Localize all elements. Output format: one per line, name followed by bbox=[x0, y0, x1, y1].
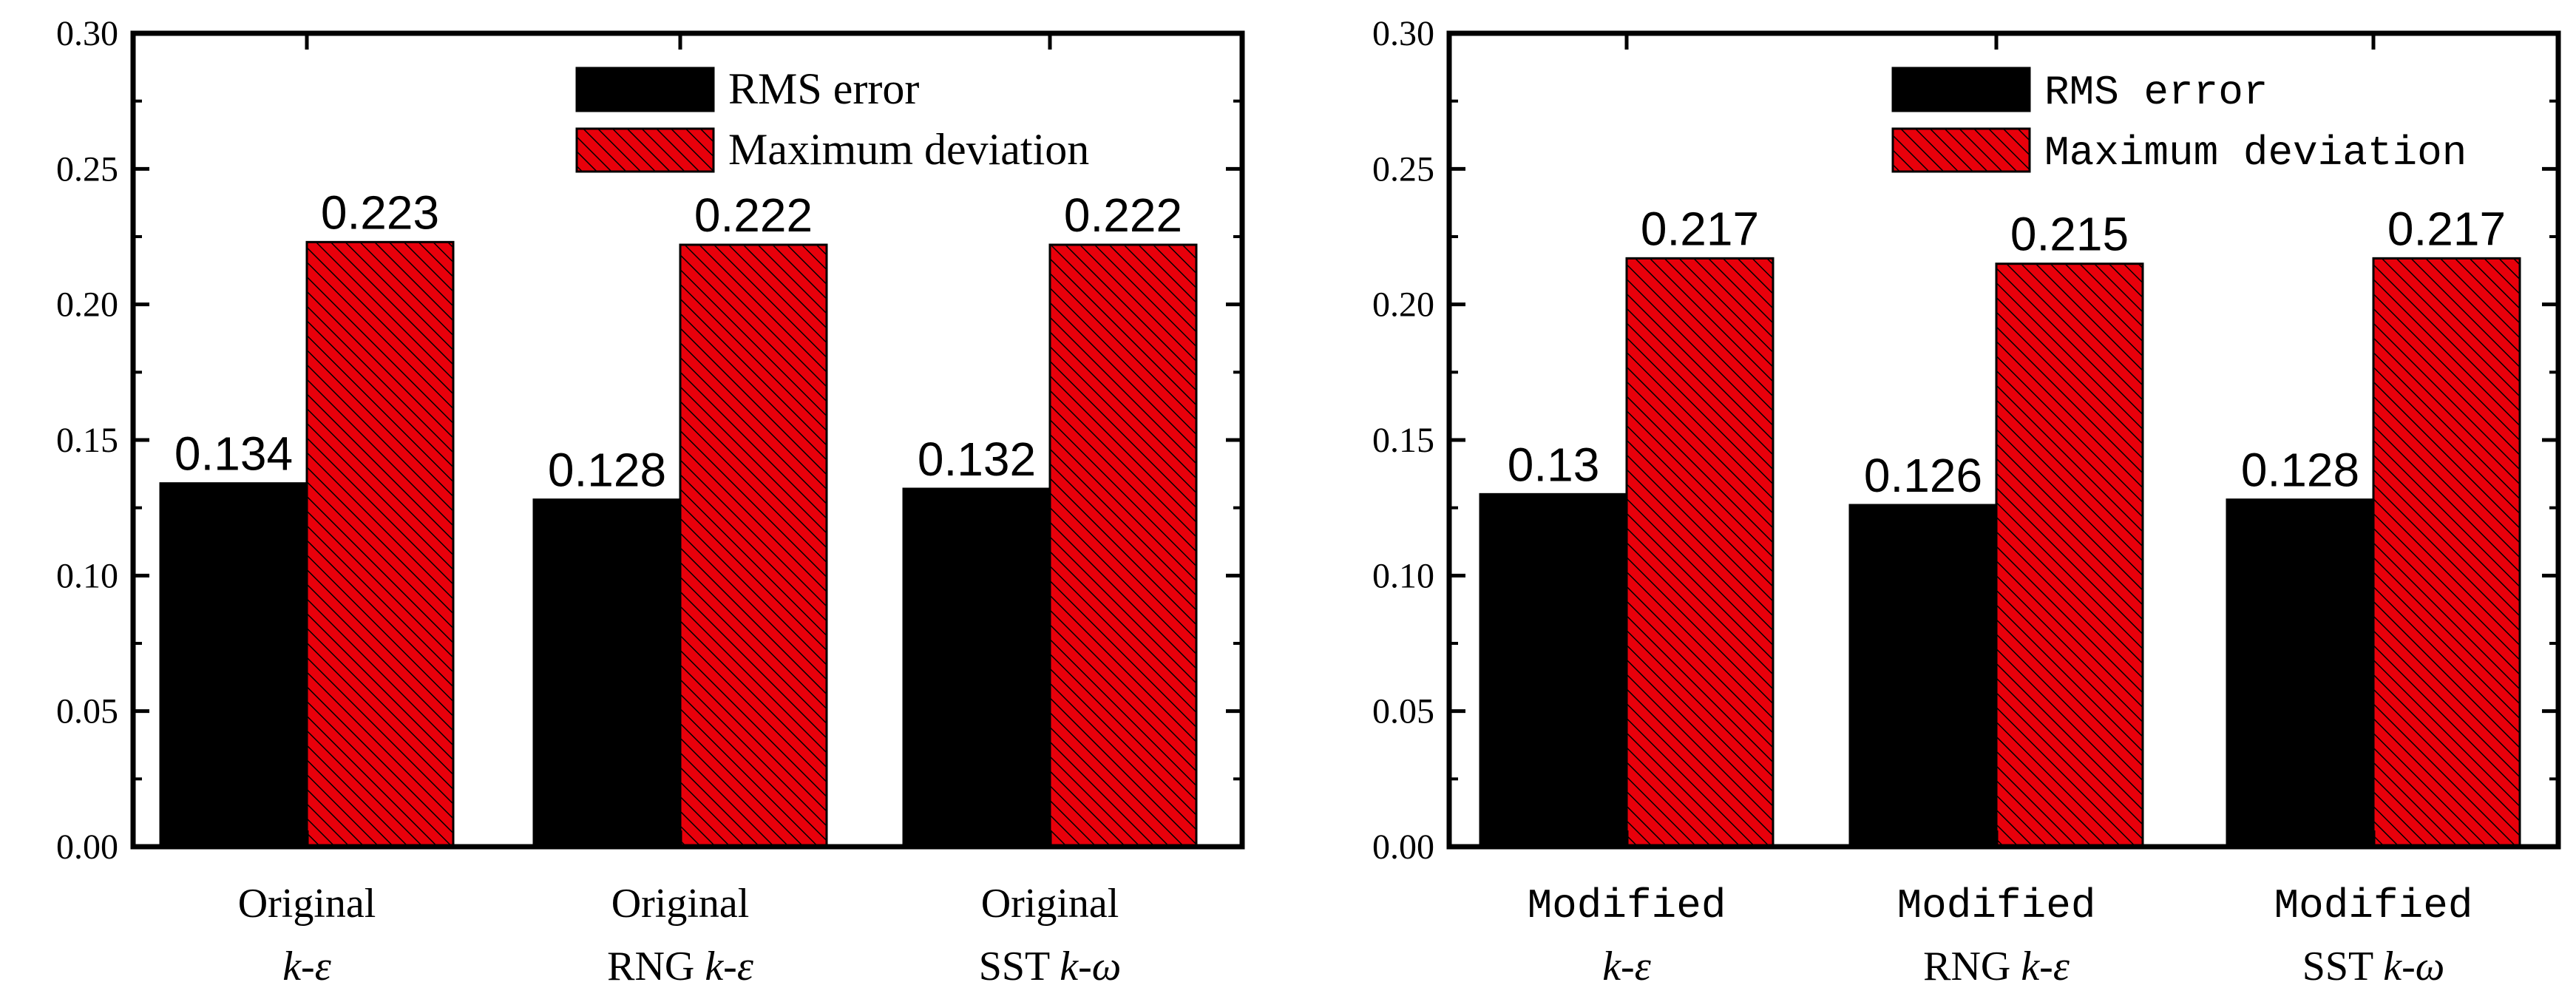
y-tick-label: 0.20 bbox=[56, 285, 118, 325]
bar-value-label: 0.128 bbox=[2241, 444, 2359, 497]
rms-error-bar-2 bbox=[902, 487, 1051, 848]
category-label-line2: SST k-ω bbox=[979, 944, 1122, 989]
category-label-line2: RNG k-ε bbox=[607, 944, 754, 989]
bar-value-label: 0.126 bbox=[1864, 449, 1982, 502]
y-tick-label: 0.20 bbox=[1372, 285, 1434, 325]
bar-value-label: 0.132 bbox=[918, 433, 1036, 486]
category-label-model: k-ε bbox=[282, 944, 332, 989]
y-tick-label: 0.30 bbox=[1372, 14, 1434, 53]
category-label-line2: k-ε bbox=[1602, 944, 1652, 989]
category-label-line1: Original bbox=[611, 881, 750, 927]
category-label-prefix: SST bbox=[2302, 944, 2383, 989]
y-tick-label: 0.25 bbox=[56, 149, 118, 189]
left-chart-panel: 0.134 0.223 Original k-ε 0.128 0.222 Original R… bbox=[56, 14, 1245, 989]
y-tick-label: 0.00 bbox=[56, 827, 118, 867]
y-tick-label: 0.25 bbox=[1372, 149, 1434, 189]
category-label-model: k-ε bbox=[705, 944, 754, 989]
y-tick-label: 0.30 bbox=[56, 14, 118, 53]
bar-value-label: 0.13 bbox=[1508, 438, 1600, 491]
legend-label: Maximum deviation bbox=[2044, 129, 2467, 177]
category-label-model: k-ω bbox=[1060, 944, 1121, 989]
legend-label: RMS error bbox=[2044, 69, 2268, 116]
max-deviation-bar-1 bbox=[1995, 263, 2144, 848]
max-deviation-bar-1 bbox=[679, 243, 828, 848]
category-label-line2: SST k-ω bbox=[2302, 944, 2445, 989]
category-label-line1: Original bbox=[238, 881, 376, 927]
right-chart-panel: 0.13 0.217 Modified k-ε 0.126 0.215 Modified RN… bbox=[1372, 14, 2561, 989]
category-label-line2: RNG k-ε bbox=[1923, 944, 2070, 989]
category-label-model: k-ε bbox=[2021, 944, 2070, 989]
bar-value-label: 0.217 bbox=[2387, 202, 2506, 255]
max-deviation-bar-0 bbox=[305, 240, 455, 848]
category-label-line2: k-ε bbox=[282, 944, 332, 989]
bar-value-label: 0.222 bbox=[1064, 189, 1182, 242]
category-label-prefix: RNG bbox=[607, 944, 705, 989]
y-tick-label: 0.10 bbox=[56, 556, 118, 595]
y-tick-label: 0.15 bbox=[56, 421, 118, 460]
category-label-line1: Modified bbox=[2274, 882, 2473, 930]
category-label-line1: Original bbox=[981, 881, 1119, 927]
y-tick-label: 0.05 bbox=[56, 692, 118, 731]
bar-value-label: 0.134 bbox=[174, 427, 293, 481]
legend-swatch-rms-error bbox=[575, 67, 715, 112]
bar-value-label: 0.223 bbox=[321, 186, 439, 239]
rms-error-bar-0 bbox=[159, 482, 308, 848]
bar-value-label: 0.217 bbox=[1641, 202, 1759, 255]
rms-error-bar-1 bbox=[1848, 504, 1998, 848]
rms-error-bar-1 bbox=[532, 498, 682, 848]
y-tick-label: 0.05 bbox=[1372, 692, 1434, 731]
category-label-model: k-ω bbox=[2383, 944, 2444, 989]
legend-label: RMS error bbox=[728, 64, 919, 113]
rms-error-bar-2 bbox=[2226, 498, 2375, 848]
y-tick-label: 0.10 bbox=[1372, 556, 1434, 595]
max-deviation-bar-0 bbox=[1625, 257, 1775, 848]
legend-swatch-rms-error bbox=[1891, 67, 2031, 112]
y-tick-label: 0.00 bbox=[1372, 827, 1434, 867]
rms-error-bar-0 bbox=[1479, 492, 1628, 848]
bar-value-label: 0.222 bbox=[694, 189, 813, 242]
bar-value-label: 0.128 bbox=[548, 444, 666, 497]
legend-label: Maximum deviation bbox=[728, 125, 1089, 174]
y-tick-label: 0.15 bbox=[1372, 421, 1434, 460]
category-label-line1: Modified bbox=[1528, 882, 1726, 930]
category-label-prefix: SST bbox=[979, 944, 1060, 989]
legend-swatch-max-deviation bbox=[1891, 127, 2031, 173]
category-label-prefix: RNG bbox=[1923, 944, 2021, 989]
bar-value-label: 0.215 bbox=[2010, 208, 2129, 261]
max-deviation-bar-2 bbox=[1048, 243, 1198, 848]
max-deviation-bar-2 bbox=[2372, 257, 2521, 848]
category-label-line1: Modified bbox=[1897, 882, 2096, 930]
category-label-model: k-ε bbox=[1602, 944, 1652, 989]
legend-swatch-max-deviation bbox=[575, 127, 715, 173]
